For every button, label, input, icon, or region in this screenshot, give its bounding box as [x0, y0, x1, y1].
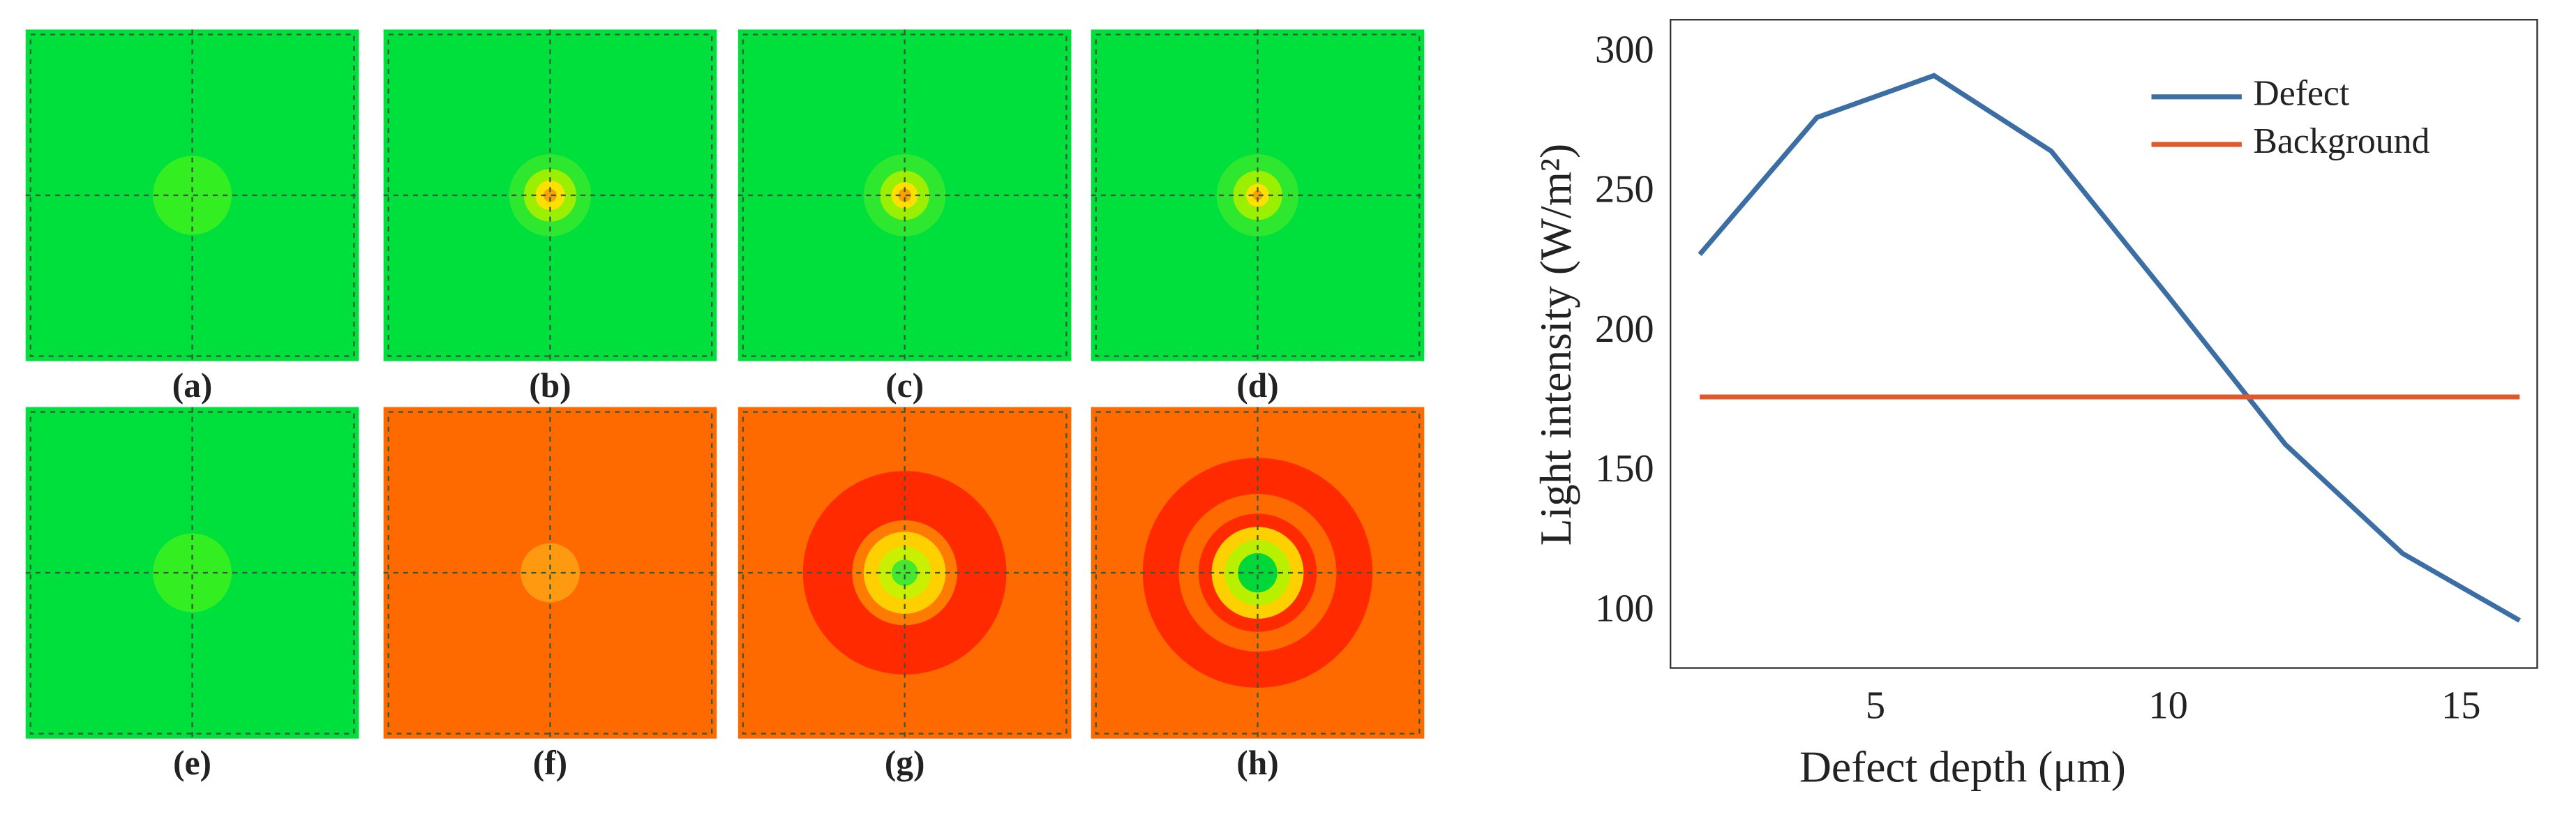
panel-spot	[898, 188, 912, 202]
x-tick-label: 5	[1866, 684, 1885, 727]
panel-label: (f)	[533, 744, 567, 782]
panel-spot	[153, 533, 232, 613]
panel-spot	[521, 543, 580, 603]
legend-label: Background	[2253, 121, 2429, 161]
y-tick-label: 150	[1595, 447, 1654, 490]
panel-label: (b)	[529, 366, 571, 405]
legend-label: Defect	[2253, 74, 2350, 114]
panel-label: (e)	[173, 744, 211, 782]
panel-spot	[1252, 190, 1263, 201]
panel-spot	[1238, 553, 1278, 593]
panel-spot	[153, 156, 232, 235]
x-tick-label: 10	[2148, 684, 2187, 727]
panels: (a) (b) (c) (d) (e) (f) (g) (h)	[25, 29, 1425, 782]
data-line	[1698, 73, 2521, 623]
panel-label: (d)	[1236, 366, 1278, 405]
y-tick-label: 300	[1595, 28, 1654, 71]
chart: Defect depth (μm) Light intensity (W/m²)…	[1531, 19, 2538, 791]
y-axis-label: Light intensity (W/m²)	[1531, 144, 1580, 546]
panel-spot	[891, 559, 918, 586]
panel-label: (g)	[885, 744, 925, 782]
panel-label: (a)	[172, 366, 213, 405]
y-tick-label: 200	[1595, 308, 1654, 351]
x-axis-label: Defect depth (μm)	[1799, 742, 2126, 791]
y-tick-label: 250	[1595, 168, 1654, 211]
panel-label: (c)	[885, 366, 924, 405]
y-tick-label: 100	[1595, 587, 1654, 630]
x-tick-label: 15	[2441, 684, 2480, 727]
plot-frame	[1670, 19, 2538, 669]
panel-spot	[544, 188, 557, 202]
panel-label: (h)	[1236, 744, 1278, 782]
